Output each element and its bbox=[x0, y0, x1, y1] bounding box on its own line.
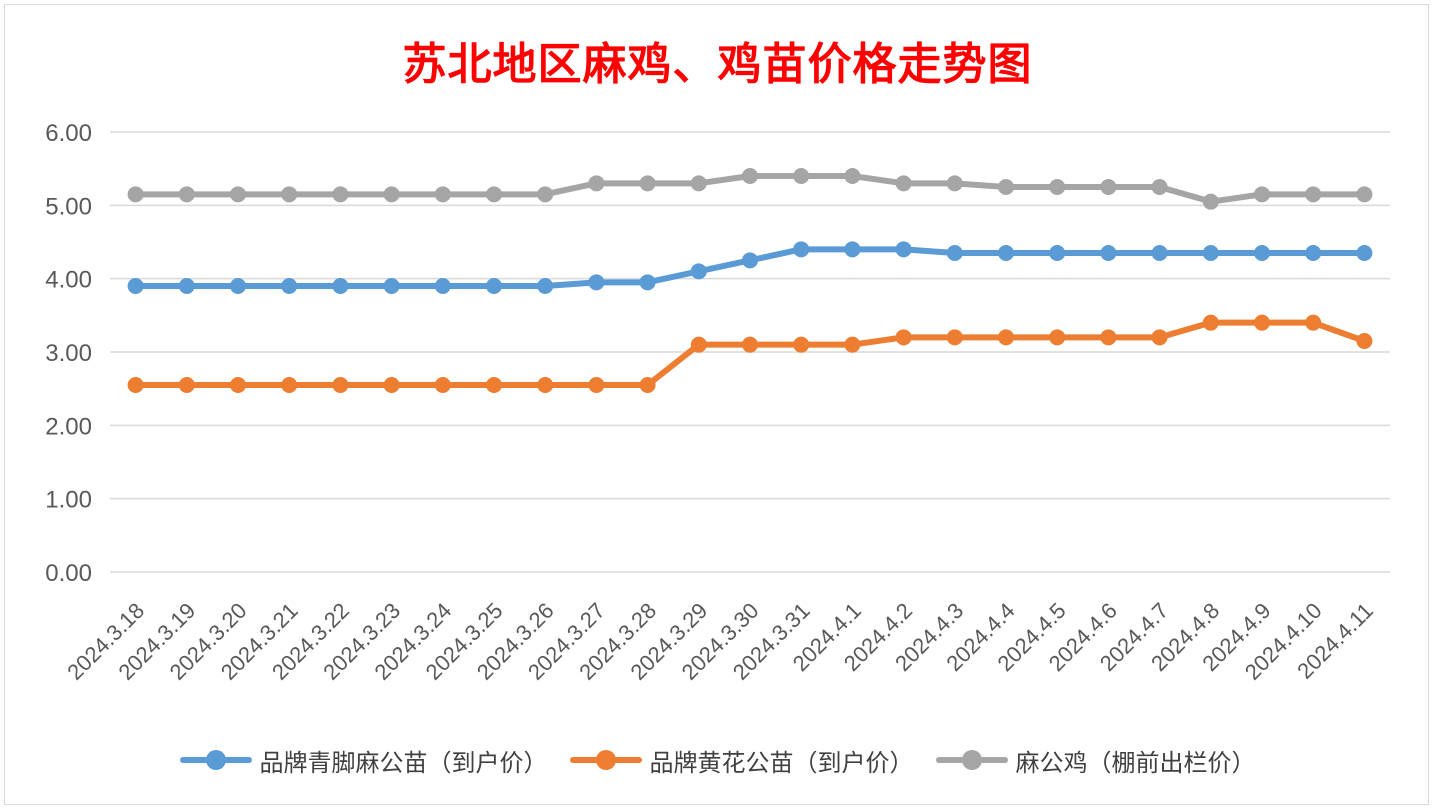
series-1-point bbox=[332, 278, 349, 294]
series-3-point bbox=[1305, 186, 1322, 203]
series-2-point bbox=[1100, 329, 1117, 346]
series-2-point bbox=[1356, 333, 1373, 349]
series-3-point bbox=[383, 186, 400, 203]
series-2-point bbox=[537, 377, 554, 393]
y-tick-label: 6.00 bbox=[45, 120, 92, 147]
series-3-point bbox=[230, 186, 246, 203]
series-2-point bbox=[588, 377, 605, 393]
chart-title: 苏北地区麻鸡、鸡苗价格走势图 bbox=[402, 39, 1033, 90]
series-3-point bbox=[332, 186, 349, 203]
y-tick-label: 0.00 bbox=[45, 560, 92, 587]
legend-swatch bbox=[935, 748, 1008, 772]
series-1-point bbox=[1254, 245, 1270, 261]
series-2-point bbox=[1151, 329, 1168, 346]
legend: 品牌青脚麻公苗（到户价） 品牌黄花公苗（到户价） 麻公鸡（棚前出栏价） bbox=[0, 740, 1435, 780]
series-3-point bbox=[639, 175, 656, 192]
series-1-point bbox=[230, 278, 246, 294]
series-1-point bbox=[588, 274, 605, 291]
series-1-point bbox=[1049, 245, 1066, 261]
series-3-point bbox=[1100, 179, 1117, 195]
series-2-point bbox=[998, 329, 1014, 346]
series-2-point bbox=[690, 336, 707, 353]
series-1-point bbox=[434, 278, 451, 294]
legend-label: 品牌青脚麻公苗（到户价） bbox=[259, 748, 548, 777]
series-2-point bbox=[127, 377, 144, 393]
y-tick-label: 2.00 bbox=[45, 413, 92, 440]
series-3-point bbox=[742, 168, 758, 184]
series-1-point bbox=[1151, 245, 1168, 261]
series-2-point bbox=[434, 377, 451, 393]
series-2-point bbox=[639, 377, 656, 393]
series-2-point bbox=[1254, 314, 1270, 331]
series-1-point bbox=[742, 252, 758, 269]
series-3-point bbox=[844, 168, 861, 184]
series-2-point bbox=[383, 377, 400, 393]
series-2-point bbox=[844, 336, 861, 353]
series-2-point bbox=[178, 377, 195, 393]
series-3-point bbox=[127, 186, 144, 203]
series-1-point bbox=[1305, 245, 1322, 261]
series-2-point bbox=[946, 329, 963, 346]
series-2-point bbox=[793, 336, 810, 353]
series-3-point bbox=[588, 175, 605, 192]
series-3-point bbox=[793, 168, 810, 184]
series-3-point bbox=[178, 186, 195, 203]
series-1-point bbox=[946, 245, 963, 261]
series-1-point bbox=[895, 241, 912, 258]
series-2-point bbox=[895, 329, 912, 346]
series-2-point bbox=[332, 377, 349, 393]
series-line-2 bbox=[132, 319, 1368, 388]
y-tick-label: 4.00 bbox=[45, 267, 92, 294]
series-1-point bbox=[537, 278, 554, 294]
series-3-point bbox=[998, 179, 1014, 195]
series-2-point bbox=[1202, 314, 1219, 331]
series-1-point bbox=[639, 274, 656, 291]
y-tick-label: 3.00 bbox=[45, 340, 92, 367]
series-3-point bbox=[434, 186, 451, 203]
legend-entry-2: 品牌黄花公苗（到户价） bbox=[569, 743, 914, 778]
series-1-point bbox=[690, 263, 707, 280]
series-1-point bbox=[793, 241, 810, 258]
series-2-point bbox=[1305, 314, 1322, 331]
series-1-point bbox=[486, 278, 502, 294]
series-1-point bbox=[281, 278, 298, 294]
series-3-point bbox=[281, 186, 298, 203]
series-2-point bbox=[486, 377, 502, 393]
series-3-point bbox=[1254, 186, 1270, 203]
legend-entry-3: 麻公鸡（棚前出栏价） bbox=[935, 743, 1256, 778]
legend-swatch bbox=[569, 748, 642, 772]
series-2-point bbox=[1049, 329, 1066, 346]
legend-label: 品牌黄花公苗（到户价） bbox=[649, 748, 914, 777]
series-1-point bbox=[1356, 245, 1373, 261]
series-1-point bbox=[383, 278, 400, 294]
series-1-point bbox=[998, 245, 1014, 261]
series-3-point bbox=[537, 186, 554, 203]
series-1-point bbox=[127, 278, 144, 294]
series-3-point bbox=[1049, 179, 1066, 195]
y-tick-label: 1.00 bbox=[45, 487, 92, 514]
series-3-point bbox=[1202, 193, 1219, 210]
series-3-point bbox=[1356, 186, 1373, 203]
series-3-point bbox=[895, 175, 912, 192]
series-1-point bbox=[1100, 245, 1117, 261]
series-1-point bbox=[1202, 245, 1219, 261]
series-1-point bbox=[844, 241, 861, 258]
series-2-point bbox=[281, 377, 298, 393]
series-3-point bbox=[690, 175, 707, 192]
legend-swatch bbox=[179, 748, 252, 772]
series-2-point bbox=[742, 336, 758, 353]
legend-entry-1: 品牌青脚麻公苗（到户价） bbox=[179, 743, 548, 778]
series-3-point bbox=[946, 175, 963, 192]
series-2-point bbox=[230, 377, 246, 393]
series-3-point bbox=[486, 186, 502, 203]
series-3-point bbox=[1151, 179, 1168, 195]
y-tick-label: 5.00 bbox=[45, 193, 92, 220]
series-1-point bbox=[178, 278, 195, 294]
chart-border bbox=[4, 4, 1429, 805]
legend-label: 麻公鸡（棚前出栏价） bbox=[1015, 748, 1256, 777]
